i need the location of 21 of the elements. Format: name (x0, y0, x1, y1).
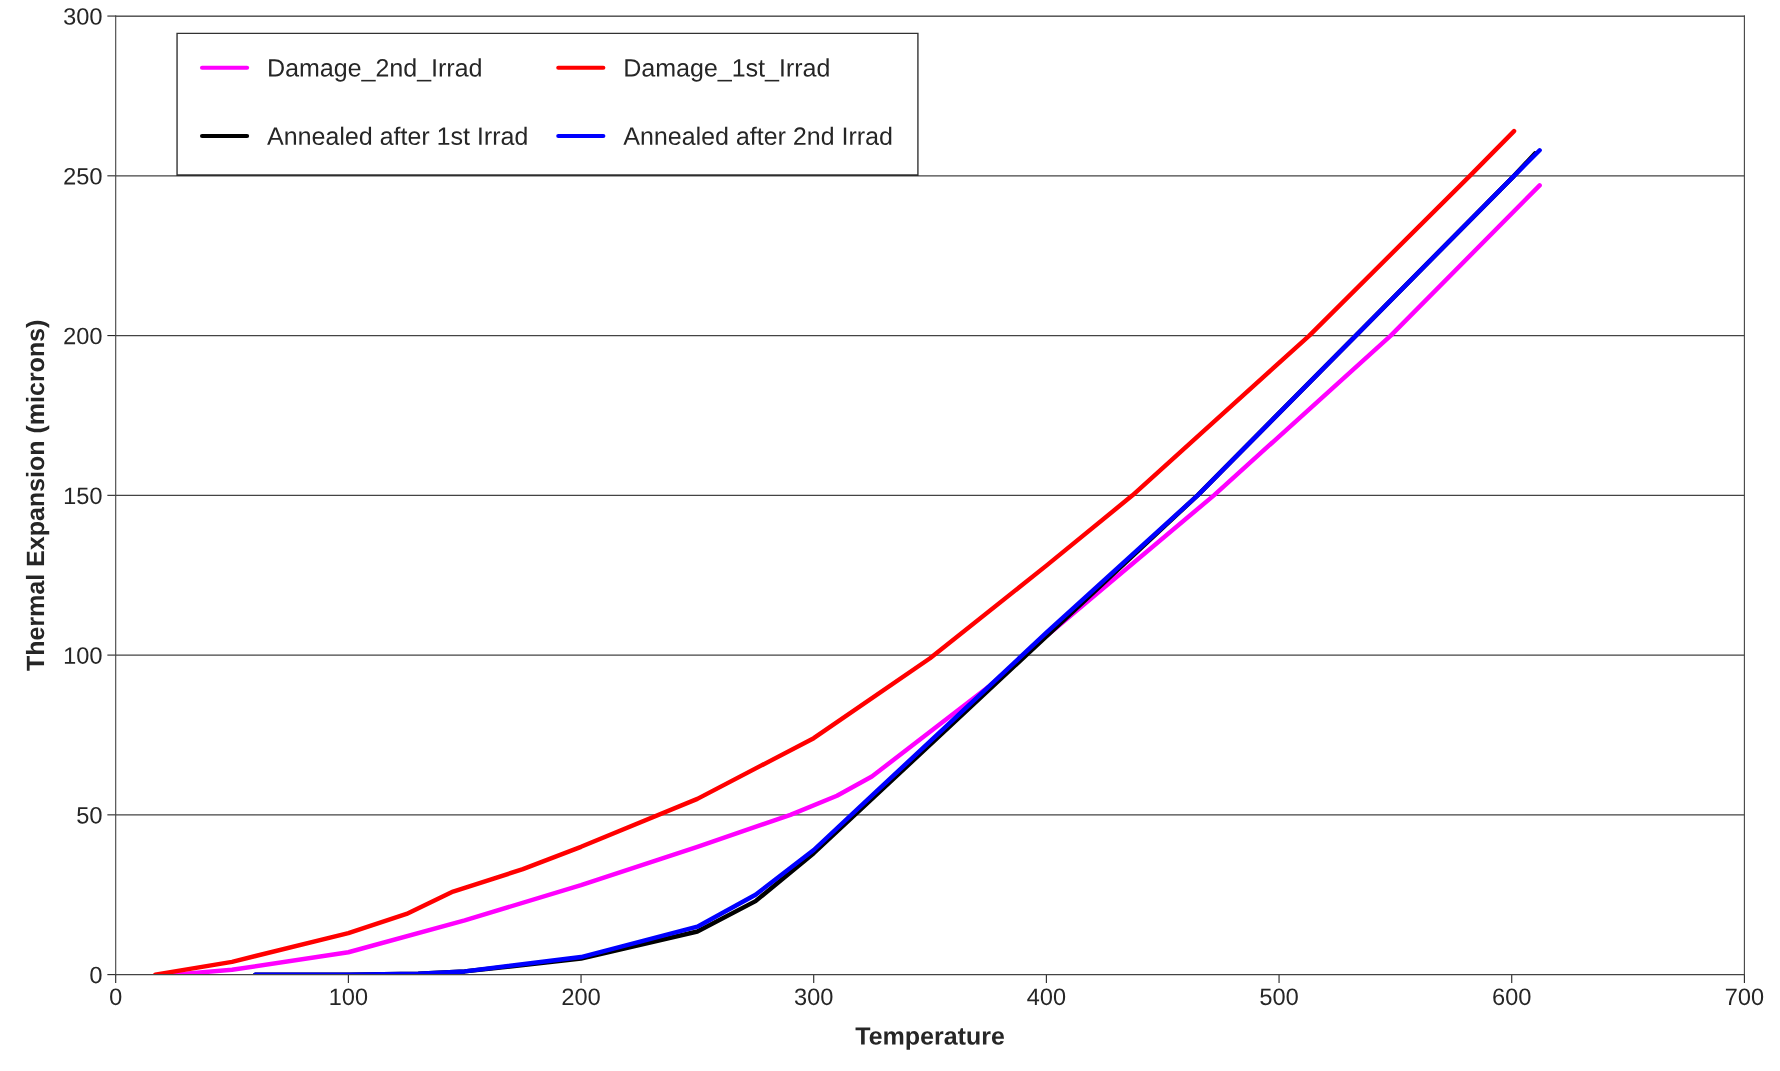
x-tick-label: 400 (1027, 988, 1066, 1006)
y-tick-label: 0 (90, 966, 102, 984)
x-tick-label: 100 (330, 988, 368, 1006)
y-tick-label: 150 (64, 487, 102, 505)
legend-label: Damage_2nd_Irrad (269, 58, 481, 82)
y-tick-label: 200 (64, 327, 102, 345)
x-tick-label: 300 (794, 988, 833, 1006)
x-tick-label: 600 (1493, 988, 1531, 1006)
x-tick-label: 500 (1260, 988, 1298, 1006)
legend-label: Damage_1st_Irrad (625, 58, 829, 82)
x-tick-label: 0 (110, 988, 122, 1006)
legend-label: Annealed after 1st Irrad (267, 126, 527, 146)
y-tick-label: 250 (64, 167, 102, 185)
y-tick-label: 50 (77, 806, 102, 824)
y-axis-title: Thermal Expansion (microns) (25, 320, 50, 671)
y-tick-label: 300 (64, 8, 102, 25)
x-axis-title: Temperature (855, 1027, 1004, 1050)
legend-label: Annealed after 2nd Irrad (623, 126, 892, 146)
y-tick-label: 100 (64, 647, 102, 664)
x-tick-label: 700 (1725, 988, 1764, 1006)
x-tick-label: 200 (562, 988, 600, 1006)
